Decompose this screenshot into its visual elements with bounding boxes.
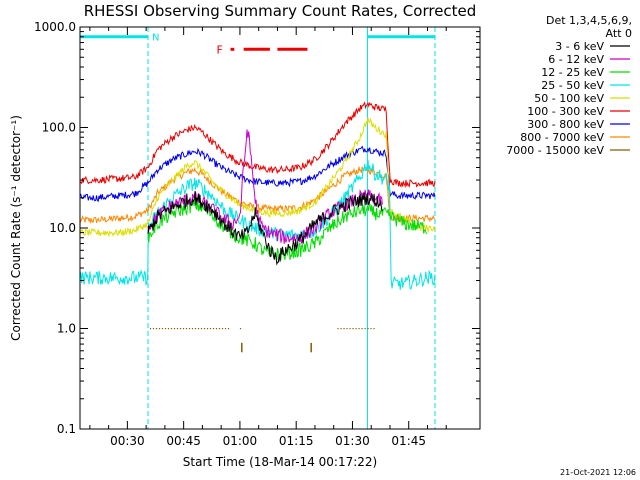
series-line-7000-15000-kev-pt-26 bbox=[227, 328, 230, 330]
series-line-7000-15000-kev-pt-12 bbox=[185, 328, 188, 330]
series-line-7000-15000-kev-pt-35 bbox=[358, 328, 360, 330]
series-line-7000-15000-kev-pt-18 bbox=[203, 328, 206, 330]
series-line-7000-15000-kev-pt-1 bbox=[152, 328, 155, 330]
legend-label-25-50-kev: 25 - 50 keV bbox=[541, 79, 604, 92]
series-line-7000-15000-kev-pt-19 bbox=[206, 328, 209, 330]
series-line-7000-15000-kev-pt-9 bbox=[176, 328, 179, 330]
series-line-7000-15000-kev-pt-33 bbox=[352, 328, 354, 330]
series-line-3-6-kev bbox=[147, 191, 383, 266]
legend-label-50-100-kev: 50 - 100 keV bbox=[534, 92, 604, 105]
series-line-7000-15000-kev-pt-0 bbox=[149, 328, 152, 330]
chart-title: RHESSI Observing Summary Count Rates, Co… bbox=[84, 2, 477, 20]
legend-label-300-800-kev: 300 - 800 keV bbox=[527, 118, 604, 131]
legend-label-800-7000-kev: 800 - 7000 keV bbox=[520, 131, 604, 144]
series-line-7000-15000-kev-pt-3 bbox=[158, 328, 161, 330]
series-line-7000-15000-kev-pt-30 bbox=[343, 328, 345, 330]
axes: 1000.0 100.0 10.0 1.0 0.1 00:30 00:45 01:00 01:1… bbox=[34, 20, 480, 448]
series-line-7000-15000-kev-pt-38 bbox=[367, 328, 369, 330]
y-tick-label-0: 1000.0 bbox=[34, 20, 76, 34]
legend-label-3-6-kev: 3 - 6 keV bbox=[555, 40, 604, 53]
series-line-7000-15000-kev-pt-21 bbox=[212, 328, 215, 330]
series-line-7000-15000-kev-pt-13 bbox=[188, 328, 191, 330]
series-line-7000-15000-kev-pt-4 bbox=[161, 328, 164, 330]
y-tick-label-4: 0.1 bbox=[57, 422, 76, 436]
night-label: N bbox=[152, 33, 159, 44]
legend-header-line-1: Det 1,3,4,5,6,9, bbox=[546, 14, 632, 27]
series-line-7000-15000-kev-pt-37 bbox=[364, 328, 366, 330]
x-tick-label-5: 01:45 bbox=[391, 434, 426, 448]
legend-label-7000-15000-kev: 7000 - 15000 keV bbox=[506, 144, 604, 157]
series-line-7000-15000-kev-pt-17 bbox=[200, 328, 203, 330]
series-line-7000-15000-kev-pt-8 bbox=[173, 328, 176, 330]
series-line-7000-15000-kev-pt-16 bbox=[197, 328, 200, 330]
series-line-7000-15000-kev-pt-10 bbox=[179, 328, 182, 330]
series-line-800-7000-kev bbox=[79, 165, 436, 225]
y-tick-label-2: 10.0 bbox=[49, 221, 76, 235]
y-axis-label: Corrected Count Rate (s⁻¹ detector⁻¹) bbox=[9, 115, 23, 341]
x-tick-label-0: 00:30 bbox=[110, 434, 145, 448]
series-line-7000-15000-kev-pt-36 bbox=[361, 328, 363, 330]
series-line-12-25-kev bbox=[147, 198, 428, 261]
legend-label-100-300-kev: 100 - 300 keV bbox=[527, 105, 604, 118]
legend-label-12-25-kev: 12 - 25 keV bbox=[541, 66, 604, 79]
series-line-7000-15000-kev-pt-11 bbox=[182, 328, 185, 330]
series-line-7000-15000-kev-pt-25 bbox=[224, 328, 227, 330]
series-line-7000-15000-kev-pt-31 bbox=[346, 328, 348, 330]
series-line-7000-15000-kev-pt-2 bbox=[155, 328, 158, 330]
y-tick-label-1: 100.0 bbox=[42, 121, 76, 135]
series-line-7000-15000-kev-pt-24 bbox=[221, 328, 224, 330]
flare-label: F bbox=[217, 43, 223, 56]
x-tick-label-1: 00:45 bbox=[166, 434, 201, 448]
series-line-7000-15000-kev-pt-7 bbox=[170, 328, 173, 330]
series-line-7000-15000-kev-pt-14 bbox=[191, 328, 194, 330]
series-line-100-300-kev bbox=[79, 101, 436, 189]
series-line-7000-15000-kev-pt-32 bbox=[349, 328, 351, 330]
series-line-7000-15000-kev-pt-20 bbox=[209, 328, 212, 330]
x-tick-label-3: 01:15 bbox=[279, 434, 314, 448]
series-lines bbox=[79, 101, 436, 353]
x-axis-label: Start Time (18-Mar-14 00:17:22) bbox=[183, 455, 377, 469]
night-bands: N bbox=[80, 27, 436, 429]
series-line-7000-15000-kev-pt-29 bbox=[340, 328, 342, 330]
legend-label-6-12-kev: 6 - 12 keV bbox=[548, 53, 604, 66]
series-line-7000-15000-kev-pt-28 bbox=[337, 328, 339, 330]
series-line-7000-15000-kev-pt-40 bbox=[373, 328, 375, 330]
y-tick-label-3: 1.0 bbox=[57, 322, 76, 336]
series-line-7000-15000-kev-pt-6 bbox=[167, 328, 170, 330]
footer-date: 21-Oct-2021 12:06 bbox=[560, 468, 636, 477]
series-line-7000-15000-kev-pt-39 bbox=[370, 328, 372, 330]
series-line-7000-15000-kev-pt-23 bbox=[218, 328, 221, 330]
series-line-7000-15000-kev-pt-27 bbox=[239, 328, 242, 330]
series-line-7000-15000-kev bbox=[149, 328, 375, 353]
flare-bar: F bbox=[217, 43, 308, 56]
series-line-7000-15000-kev-pt-15 bbox=[194, 328, 197, 330]
legend-header-line-2: Att 0 bbox=[606, 27, 632, 40]
x-tick-label-2: 01:00 bbox=[223, 434, 258, 448]
x-tick-label-4: 01:30 bbox=[335, 434, 370, 448]
series-line-7000-15000-kev-pt-22 bbox=[215, 328, 218, 330]
series-line-7000-15000-kev-pt-5 bbox=[164, 328, 167, 330]
series-line-7000-15000-kev-pt-34 bbox=[355, 328, 357, 330]
series-line-300-800-kev bbox=[79, 145, 436, 203]
series-line-25-50-kev bbox=[79, 159, 436, 290]
